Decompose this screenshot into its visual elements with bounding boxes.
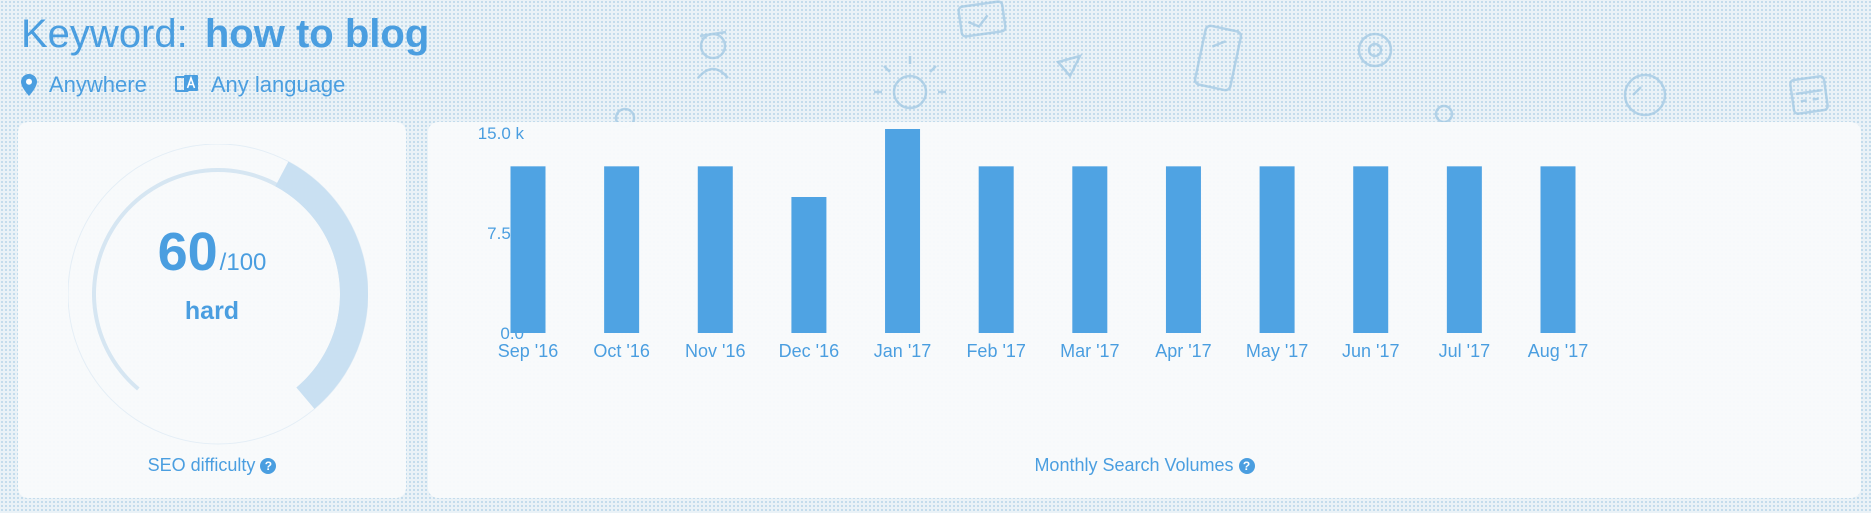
x-tick-label: Nov '16 — [685, 341, 745, 361]
difficulty-score-value: 60 — [157, 222, 218, 282]
location-pin-icon — [21, 74, 37, 96]
x-tick-label: Oct '16 — [593, 341, 649, 361]
monthly-volume-footer: Monthly Search Volumes ? — [428, 455, 1861, 476]
x-tick-label: Feb '17 — [966, 341, 1025, 361]
y-tick-label: 15.0 k — [478, 124, 525, 143]
seo-difficulty-help-icon[interactable]: ? — [260, 457, 277, 474]
keyword-label: Keyword: — [21, 12, 188, 56]
bar[interactable] — [1072, 166, 1108, 333]
monthly-volume-label: Monthly Search Volumes — [1034, 455, 1234, 475]
bar[interactable] — [1540, 166, 1576, 333]
bar[interactable] — [697, 166, 733, 333]
difficulty-level: hard — [184, 297, 240, 325]
x-tick-label: Sep '16 — [498, 341, 559, 361]
bar[interactable] — [1446, 166, 1482, 333]
x-tick-label: Jan '17 — [874, 341, 931, 361]
page-title: Keyword: how to blog — [21, 10, 429, 58]
gauge-center: 60/100 hard — [18, 222, 406, 326]
x-tick-label: May '17 — [1246, 341, 1308, 361]
bar[interactable] — [885, 129, 921, 333]
person-icon — [697, 30, 729, 79]
bar[interactable] — [978, 166, 1014, 333]
x-tick-label: Jul '17 — [1439, 341, 1490, 361]
keyword-value: how to blog — [204, 12, 430, 56]
calendar-icon — [1789, 75, 1829, 115]
difficulty-score-max: /100 — [219, 249, 267, 276]
seo-difficulty-card: 60/100 hard SEO difficulty ? — [18, 122, 406, 498]
gear-icon — [1357, 32, 1393, 68]
bar[interactable] — [791, 197, 827, 333]
x-tick-label: Dec '16 — [779, 341, 839, 361]
seo-difficulty-footer: SEO difficulty ? — [18, 455, 406, 476]
monthly-volume-help-icon[interactable]: ? — [1238, 457, 1255, 474]
location-value: Anywhere — [49, 72, 147, 97]
language-value: Any language — [210, 72, 346, 97]
location-filter[interactable]: Anywhere — [21, 72, 147, 98]
seo-difficulty-gauge — [68, 144, 368, 445]
difficulty-score: 60/100 — [18, 222, 406, 293]
gauge-outer-ring — [68, 144, 368, 445]
x-tick-label: Jun '17 — [1342, 341, 1399, 361]
monthly-volume-card: 0.0 7.5 k 15.0 k Sep '16 Oct '16 Nov '16 Dec '… — [428, 122, 1861, 498]
bar[interactable] — [1259, 166, 1295, 333]
x-tick-label: Apr '17 — [1155, 341, 1211, 361]
language-filter[interactable]: Any language — [174, 72, 346, 98]
filters-row: Anywhere Any language — [21, 72, 429, 98]
tablet-icon — [1193, 24, 1243, 92]
x-tick-label: Aug '17 — [1528, 341, 1589, 361]
x-tick-label: Mar '17 — [1060, 341, 1119, 361]
browser-window-icon — [957, 0, 1007, 38]
bar[interactable] — [1165, 166, 1201, 333]
seo-difficulty-label: SEO difficulty — [147, 455, 256, 475]
bar[interactable] — [510, 166, 546, 333]
gauge-fill — [275, 161, 368, 409]
sun-icon — [874, 56, 946, 110]
paper-plane-icon — [1055, 54, 1083, 79]
magnifier-icon — [1623, 73, 1667, 117]
bar[interactable] — [604, 166, 640, 333]
bulb-icon — [1434, 104, 1454, 124]
bar[interactable] — [1353, 166, 1389, 333]
translate-icon — [174, 75, 198, 92]
keyword-header: Keyword: how to blog Anywhere Any langua… — [21, 10, 429, 120]
